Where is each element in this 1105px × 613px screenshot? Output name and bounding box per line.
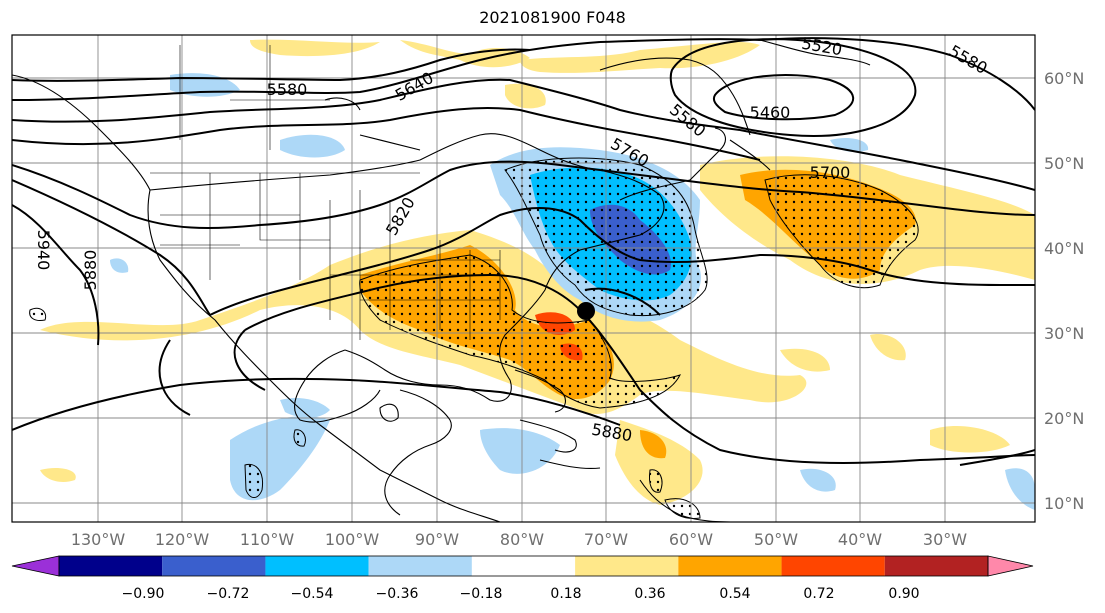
- colorbar-segment: [59, 556, 163, 576]
- colorbar-segment: [471, 556, 576, 576]
- lon-label: 120°W: [155, 530, 210, 549]
- height-contours: [12, 37, 1035, 466]
- colorbar-segment: [368, 556, 472, 576]
- contour-label: 5880: [81, 250, 100, 291]
- lon-label: 100°W: [325, 530, 380, 549]
- colorbar-tick-label: −0.18: [460, 586, 503, 602]
- colorbar-tick-label: −0.54: [291, 586, 334, 602]
- lon-label: 70°W: [584, 530, 628, 549]
- contour-label: 5580: [267, 80, 308, 99]
- map-frame: [11, 34, 1036, 523]
- colorbar-extend-low: [11, 555, 60, 577]
- colorbar-tick-label: 0.90: [888, 586, 919, 602]
- contour-label: 5940: [34, 230, 53, 271]
- lon-label: 30°W: [923, 530, 967, 549]
- contour-label: 5460: [750, 103, 791, 122]
- longitude-labels: 130°W 120°W 110°W 100°W 90°W 80°W 70°W 6…: [71, 530, 967, 549]
- lat-label: 60°N: [1044, 69, 1084, 88]
- colorbar: [11, 555, 1034, 577]
- lon-label: 80°W: [500, 530, 544, 549]
- lon-label: 50°W: [754, 530, 798, 549]
- lat-label: 10°N: [1044, 494, 1084, 513]
- colorbar-segment: [781, 556, 885, 576]
- colorbar-tick-label: −0.90: [122, 586, 165, 602]
- colorbar-tick-label: −0.72: [207, 586, 250, 602]
- colorbar-tick-label: 0.72: [803, 586, 834, 602]
- state-borders: [150, 45, 501, 340]
- colorbar-tick-label: 0.18: [550, 586, 581, 602]
- map-title: 2021081900 F048: [479, 8, 626, 27]
- lat-label: 20°N: [1044, 409, 1084, 428]
- latitude-labels: 60°N 50°N 40°N 30°N 20°N 10°N: [1044, 69, 1084, 513]
- lon-label: 60°W: [669, 530, 713, 549]
- colorbar-segment: [678, 556, 782, 576]
- colorbar-segment: [265, 556, 369, 576]
- lon-label: 130°W: [71, 530, 126, 549]
- colorbar-tick-label: 0.36: [634, 586, 665, 602]
- colorbar-extend-high: [987, 555, 1034, 577]
- lon-label: 90°W: [415, 530, 459, 549]
- map-layers: [12, 35, 1035, 522]
- lat-label: 40°N: [1044, 239, 1084, 258]
- colorbar-tick-label: −0.36: [376, 586, 419, 602]
- lon-label: 40°W: [838, 530, 882, 549]
- contour-label: 5700: [810, 163, 851, 182]
- lon-label: 110°W: [240, 530, 295, 549]
- colorbar-segment: [575, 556, 679, 576]
- colorbar-tick-labels: −0.90 −0.72 −0.54 −0.36 −0.18 0.18 0.36 …: [122, 586, 920, 602]
- colorbar-frame: [58, 555, 989, 577]
- colorbar-tick-label: 0.54: [719, 586, 750, 602]
- storm-marker-icon: [577, 302, 595, 320]
- colorbar-segment: [884, 556, 988, 576]
- colorbar-segment: [162, 556, 266, 576]
- lat-label: 50°N: [1044, 154, 1084, 173]
- lat-label: 30°N: [1044, 324, 1084, 343]
